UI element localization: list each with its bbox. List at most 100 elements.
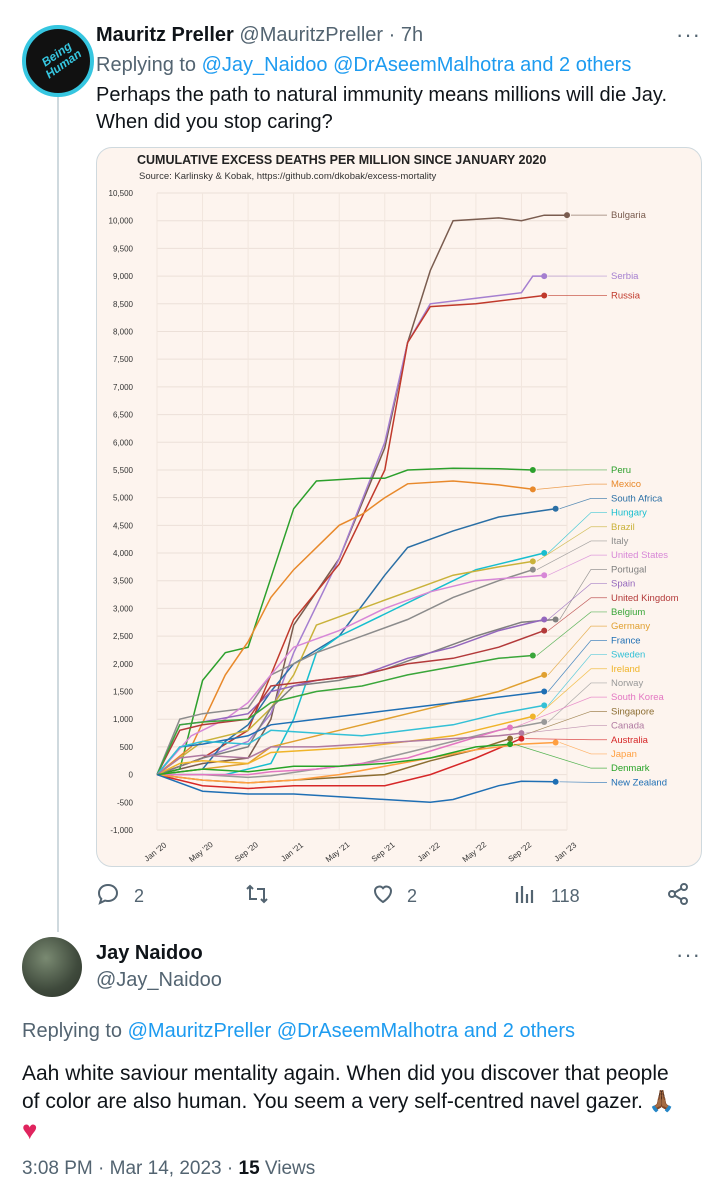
like-count: 2 xyxy=(407,886,418,906)
y-tick-label: 10,500 xyxy=(109,189,134,198)
series-line xyxy=(156,741,556,784)
series-label: Peru xyxy=(611,465,631,476)
tweet-text-line: When did you stop caring? xyxy=(96,111,333,133)
more-options-button[interactable]: ··· xyxy=(676,942,701,967)
reply-icon[interactable] xyxy=(96,882,120,906)
like-icon[interactable] xyxy=(371,882,395,906)
y-tick-label: 3,500 xyxy=(113,577,134,586)
series-line xyxy=(156,674,545,776)
y-tick-label: 2,000 xyxy=(113,660,134,669)
label-leader xyxy=(548,554,607,576)
label-leader xyxy=(547,654,607,706)
tweet-timestamp: 3:08 PM · Mar 14, 2023 · 15 Views xyxy=(22,1158,315,1180)
y-tick-label: 3,000 xyxy=(113,604,134,613)
series-line xyxy=(156,743,511,776)
chart-subtitle: Source: Karlinsky & Kobak, https://githu… xyxy=(139,171,437,182)
excess-deaths-chart: CUMULATIVE EXCESS DEATHS PER MILLION SIN… xyxy=(109,153,679,864)
tweet-time[interactable]: 3:08 PM · Mar 14, 2023 · xyxy=(22,1158,234,1179)
reply-count: 2 xyxy=(134,886,145,906)
y-tick-label: 7,000 xyxy=(113,383,134,392)
series-line xyxy=(156,773,556,804)
x-tick-label: Jan '22 xyxy=(416,840,442,863)
y-tick-label: 5,500 xyxy=(113,466,134,475)
praying-hands-emoji: 🙏🏾 xyxy=(648,1090,676,1113)
thread-connector xyxy=(57,92,59,932)
label-leader xyxy=(548,597,607,631)
y-tick-label: -500 xyxy=(117,798,134,807)
series-end-point xyxy=(552,616,559,623)
series-end-point xyxy=(552,505,559,512)
replying-to-handles[interactable]: @MauritzPreller @DrAseemMalhotra and 2 o… xyxy=(127,1020,576,1042)
series-label: Denmark xyxy=(611,763,650,774)
replying-to: Replying to @Jay_Naidoo @DrAseemMalhotra… xyxy=(96,54,631,77)
y-tick-label: 4,500 xyxy=(113,521,134,530)
label-leader xyxy=(525,738,607,741)
label-leader xyxy=(536,668,607,717)
series-label: Germany xyxy=(611,621,650,632)
author-name[interactable]: Jay Naidoo xyxy=(96,942,203,964)
author-handle[interactable]: @MauritzPreller xyxy=(239,24,384,46)
series-label: Belgium xyxy=(611,607,645,618)
label-leader xyxy=(513,743,607,769)
chart-title: CUMULATIVE EXCESS DEATHS PER MILLION SIN… xyxy=(137,153,546,167)
share-icon[interactable] xyxy=(666,882,690,906)
series-line xyxy=(156,507,556,776)
label-leader xyxy=(536,526,607,562)
series-label: Canada xyxy=(611,721,645,732)
y-tick-label: 1,000 xyxy=(113,715,134,724)
y-tick-label: 6,000 xyxy=(113,438,134,447)
views-count: 15 xyxy=(238,1158,260,1179)
label-leader xyxy=(559,498,607,510)
more-options-button[interactable]: ··· xyxy=(676,22,701,47)
avatar-text: Being Human xyxy=(38,38,85,82)
series-label: Japan xyxy=(611,749,637,760)
author-name[interactable]: Mauritz Preller xyxy=(96,24,234,46)
series-line xyxy=(156,480,533,776)
label-leader xyxy=(559,781,607,783)
label-leader xyxy=(559,569,607,620)
views-icon[interactable] xyxy=(514,882,536,906)
y-tick-label: 5,000 xyxy=(113,494,134,503)
y-tick-label: 9,500 xyxy=(113,244,134,253)
series-end-point xyxy=(541,702,548,709)
tweet-actions: 2 2 118 xyxy=(96,880,700,912)
label-leader xyxy=(559,742,607,755)
x-tick-label: Jan '20 xyxy=(143,840,169,863)
label-leader xyxy=(536,540,607,570)
x-tick-label: Sep '22 xyxy=(507,840,534,864)
series-end-point xyxy=(541,292,548,299)
series-label: South Korea xyxy=(611,692,665,703)
retweet-icon[interactable] xyxy=(244,882,270,906)
avatar[interactable]: Being Human xyxy=(22,25,94,97)
series-label: South Africa xyxy=(611,493,663,504)
tweet-time[interactable]: · 7h xyxy=(388,24,424,46)
tweet-text: Aah white saviour mentality again. When … xyxy=(22,1060,702,1147)
tweet-text: Perhaps the path to natural immunity mea… xyxy=(96,82,667,136)
replying-to-handles[interactable]: @Jay_Naidoo @DrAseemMalhotra and 2 other… xyxy=(201,54,632,76)
series-label: Portugal xyxy=(611,564,646,575)
avatar[interactable] xyxy=(22,937,82,997)
x-tick-label: Jan '23 xyxy=(553,840,579,863)
series-end-point xyxy=(541,572,548,579)
series-end-point xyxy=(552,739,559,746)
tweet-text-line: Aah white saviour mentality again. When … xyxy=(22,1062,669,1085)
series-end-point xyxy=(529,566,536,573)
author-handle[interactable]: @Jay_Naidoo xyxy=(96,969,222,991)
y-tick-label: 8,000 xyxy=(113,327,134,336)
y-tick-label: 8,500 xyxy=(113,300,134,309)
replying-to-prefix: Replying to xyxy=(96,54,197,76)
series-line xyxy=(156,275,545,776)
series-label: New Zealand xyxy=(611,777,667,788)
tweet-text-line: of color are also human. You seem a very… xyxy=(22,1090,644,1113)
y-tick-label: 7,500 xyxy=(113,355,134,364)
series-label: Norway xyxy=(611,678,643,689)
series-label: Australia xyxy=(611,735,649,746)
y-tick-label: 500 xyxy=(120,743,134,752)
y-tick-label: 4,000 xyxy=(113,549,134,558)
chart-image[interactable]: CUMULATIVE EXCESS DEATHS PER MILLION SIN… xyxy=(96,147,702,867)
label-leader xyxy=(547,682,607,723)
views-count: 118 xyxy=(551,886,580,906)
label-leader xyxy=(536,483,607,490)
series-end-point xyxy=(541,616,548,623)
x-tick-label: Sep '20 xyxy=(233,840,260,864)
